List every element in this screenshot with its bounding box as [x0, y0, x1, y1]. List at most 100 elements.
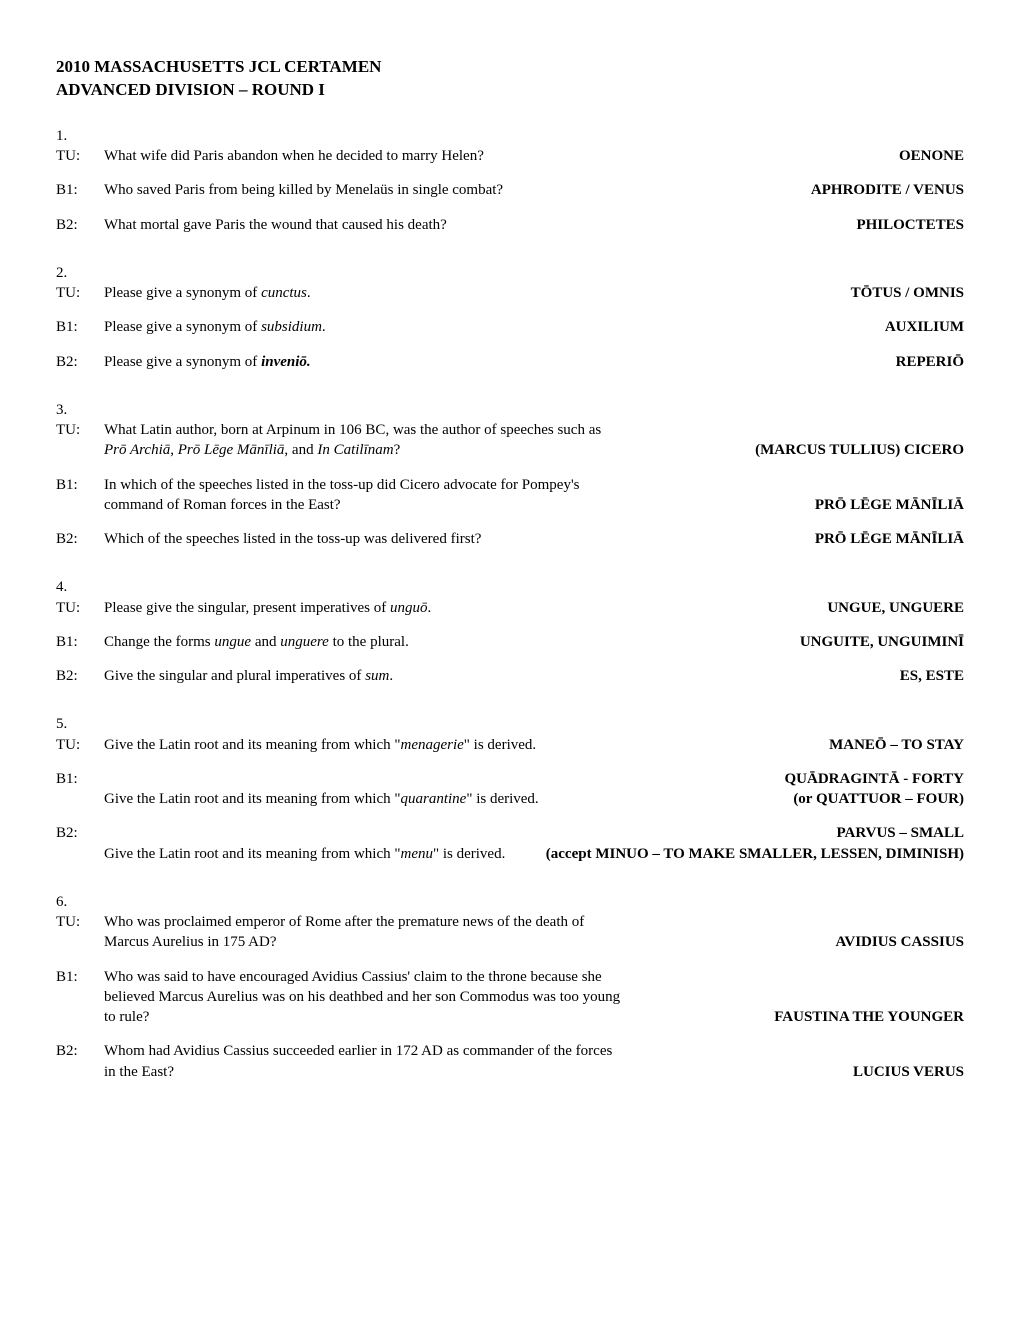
- question-text: In which of the speeches listed in the t…: [104, 475, 624, 516]
- row-label: B2:: [56, 352, 104, 372]
- answer-text: UNGUE, UNGUERE: [827, 598, 964, 618]
- question-text: Change the forms ungue and unguere to th…: [104, 632, 409, 652]
- question-row: B2:Which of the speeches listed in the t…: [56, 529, 964, 549]
- question-text: Please give a synonym of cunctus.: [104, 283, 311, 303]
- content: 1.TU:What wife did Paris abandon when he…: [56, 126, 964, 1082]
- answer-text: OENONE: [899, 146, 964, 166]
- question-number: 1.: [56, 126, 964, 146]
- answer-text: (MARCUS TULLIUS) CICERO: [755, 440, 964, 460]
- question-text: Who saved Paris from being killed by Men…: [104, 180, 503, 200]
- title-line-1: 2010 MASSACHUSETTS JCL CERTAMEN: [56, 56, 964, 79]
- question-answer-wrap: In which of the speeches listed in the t…: [104, 475, 964, 516]
- row-label: B1:: [56, 317, 104, 337]
- row-label: TU:: [56, 912, 104, 932]
- row-label: B1:: [56, 967, 104, 987]
- answer-text: QUĀDRAGINTĀ - FORTY (or QUATTUOR – FOUR): [785, 769, 964, 810]
- row-label: TU:: [56, 735, 104, 755]
- question-row: B2:What mortal gave Paris the wound that…: [56, 215, 964, 235]
- question-block: 4.TU:Please give the singular, present i…: [56, 577, 964, 686]
- question-row: B1:In which of the speeches listed in th…: [56, 475, 964, 516]
- question-row: B1:Who saved Paris from being killed by …: [56, 180, 964, 200]
- question-number: 5.: [56, 714, 964, 734]
- page-title: 2010 MASSACHUSETTS JCL CERTAMEN ADVANCED…: [56, 56, 964, 102]
- question-text: Please give a synonym of inveniō.: [104, 352, 311, 372]
- row-label: B2:: [56, 666, 104, 686]
- question-text: Who was said to have encouraged Avidius …: [104, 967, 624, 1028]
- question-text: What wife did Paris abandon when he deci…: [104, 146, 484, 166]
- question-text: Whom had Avidius Cassius succeeded earli…: [104, 1041, 624, 1082]
- row-label: B2:: [56, 215, 104, 235]
- question-number: 3.: [56, 400, 964, 420]
- question-answer-wrap: Give the Latin root and its meaning from…: [104, 769, 964, 810]
- question-row: B1:Change the forms ungue and unguere to…: [56, 632, 964, 652]
- question-row: B2:Give the Latin root and its meaning f…: [56, 823, 964, 864]
- question-block: 3.TU:What Latin author, born at Arpinum …: [56, 400, 964, 550]
- answer-text: FAUSTINA THE YOUNGER: [774, 1007, 964, 1027]
- question-answer-wrap: Please give a synonym of cunctus. TŌTUS /…: [104, 283, 964, 303]
- title-line-2: ADVANCED DIVISION – ROUND I: [56, 79, 964, 102]
- row-label: TU:: [56, 283, 104, 303]
- answer-text: AUXILIUM: [885, 317, 964, 337]
- answer-text: PRŌ LĒGE MĀNĪLIĀ: [815, 495, 964, 515]
- question-row: TU:Please give a synonym of cunctus. TŌTU…: [56, 283, 964, 303]
- answer-text: APHRODITE / VENUS: [811, 180, 964, 200]
- question-block: 6.TU:Who was proclaimed emperor of Rome …: [56, 892, 964, 1082]
- row-label: B1:: [56, 180, 104, 200]
- question-answer-wrap: Please give the singular, present impera…: [104, 598, 964, 618]
- question-answer-wrap: What Latin author, born at Arpinum in 10…: [104, 420, 964, 461]
- question-answer-wrap: Please give a synonym of inveniō. REPERIŌ: [104, 352, 964, 372]
- answer-text: AVIDIUS CASSIUS: [835, 932, 964, 952]
- question-text: Give the Latin root and its meaning from…: [104, 735, 536, 755]
- row-label: B2:: [56, 823, 104, 843]
- question-row: B1:Please give a synonym of subsidium. AU…: [56, 317, 964, 337]
- question-answer-wrap: Which of the speeches listed in the toss…: [104, 529, 964, 549]
- question-row: TU:Give the Latin root and its meaning f…: [56, 735, 964, 755]
- question-row: B1:Give the Latin root and its meaning f…: [56, 769, 964, 810]
- question-answer-wrap: Change the forms ungue and unguere to th…: [104, 632, 964, 652]
- question-text: Please give a synonym of subsidium.: [104, 317, 326, 337]
- row-label: TU:: [56, 420, 104, 440]
- question-text: Give the singular and plural imperatives…: [104, 666, 393, 686]
- row-label: B2:: [56, 529, 104, 549]
- answer-text: REPERIŌ: [896, 352, 964, 372]
- question-number: 6.: [56, 892, 964, 912]
- question-row: TU:Who was proclaimed emperor of Rome af…: [56, 912, 964, 953]
- question-row: TU:Please give the singular, present imp…: [56, 598, 964, 618]
- answer-text: ES, ESTE: [900, 666, 964, 686]
- question-block: 2.TU:Please give a synonym of cunctus. TŌ…: [56, 263, 964, 372]
- question-answer-wrap: What wife did Paris abandon when he deci…: [104, 146, 964, 166]
- answer-text: MANEŌ – TO STAY: [829, 735, 964, 755]
- question-number: 4.: [56, 577, 964, 597]
- question-number: 2.: [56, 263, 964, 283]
- question-row: B2:Please give a synonym of inveniō. REPE…: [56, 352, 964, 372]
- row-label: TU:: [56, 146, 104, 166]
- question-text: Please give the singular, present impera…: [104, 598, 431, 618]
- answer-text: LUCIUS VERUS: [853, 1062, 964, 1082]
- question-answer-wrap: Give the singular and plural imperatives…: [104, 666, 964, 686]
- question-text: Who was proclaimed emperor of Rome after…: [104, 912, 624, 953]
- question-text: Which of the speeches listed in the toss…: [104, 529, 481, 549]
- question-block: 5.TU:Give the Latin root and its meaning…: [56, 714, 964, 864]
- question-block: 1.TU:What wife did Paris abandon when he…: [56, 126, 964, 235]
- answer-text: PHILOCTETES: [856, 215, 964, 235]
- question-row: B1:Who was said to have encouraged Avidi…: [56, 967, 964, 1028]
- question-answer-wrap: What mortal gave Paris the wound that ca…: [104, 215, 964, 235]
- answer-text: PARVUS – SMALL (accept MINUO – TO MAKE S…: [546, 823, 964, 864]
- question-answer-wrap: Who saved Paris from being killed by Men…: [104, 180, 964, 200]
- question-text: What Latin author, born at Arpinum in 10…: [104, 420, 624, 461]
- question-row: TU:What wife did Paris abandon when he d…: [56, 146, 964, 166]
- question-row: TU:What Latin author, born at Arpinum in…: [56, 420, 964, 461]
- question-answer-wrap: Who was proclaimed emperor of Rome after…: [104, 912, 964, 953]
- row-label: TU:: [56, 598, 104, 618]
- question-answer-wrap: Give the Latin root and its meaning from…: [104, 735, 964, 755]
- question-answer-wrap: Give the Latin root and its meaning from…: [104, 823, 964, 864]
- answer-text: PRŌ LĒGE MĀNĪLIĀ: [815, 529, 964, 549]
- question-text: Give the Latin root and its meaning from…: [104, 789, 539, 809]
- question-answer-wrap: Whom had Avidius Cassius succeeded earli…: [104, 1041, 964, 1082]
- question-text: What mortal gave Paris the wound that ca…: [104, 215, 447, 235]
- row-label: B2:: [56, 1041, 104, 1061]
- answer-text: UNGUITE, UNGUIMINĪ: [800, 632, 964, 652]
- answer-text: TŌTUS / OMNIS: [851, 283, 964, 303]
- question-text: Give the Latin root and its meaning from…: [104, 844, 505, 864]
- question-row: B2:Give the singular and plural imperati…: [56, 666, 964, 686]
